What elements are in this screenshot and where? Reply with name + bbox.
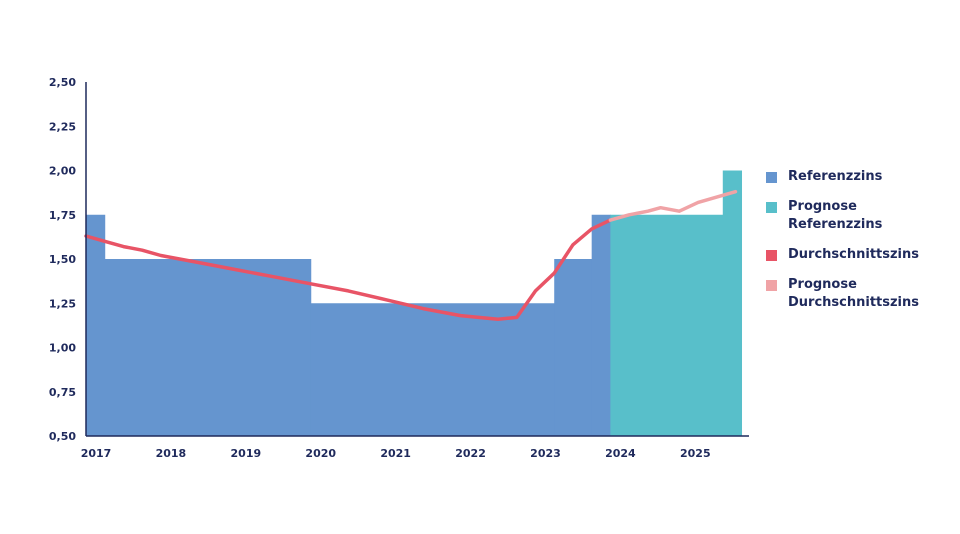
step-bar-0-4	[591, 214, 611, 436]
y-tick-label: 2,50	[49, 76, 76, 89]
step-bar-1-0	[610, 214, 724, 436]
line-series-2	[84, 218, 613, 321]
step-bar-1-1	[722, 170, 743, 436]
step-bar-0-0	[86, 214, 106, 436]
legend-item-referenzzins: Referenzzins	[766, 168, 956, 186]
y-tick-label: 0,75	[49, 386, 76, 399]
legend-swatch	[766, 250, 777, 261]
y-tick-label: 1,75	[49, 209, 76, 222]
axes-layer	[85, 82, 749, 437]
y-axis-ticks: 0,50 0,75 1,00 1,25 1,50 1,75 2,00 2,25 2,50	[49, 76, 76, 443]
x-tick-label: 2021	[380, 447, 411, 460]
step-bar-0-1	[104, 259, 312, 436]
legend-item-durchschnittszins: Durchschnittszins	[766, 246, 956, 264]
y-tick-label: 2,00	[49, 165, 76, 178]
y-tick-label: 1,00	[49, 342, 76, 355]
y-tick-label: 0,50	[49, 430, 76, 443]
bars-layer	[86, 170, 743, 436]
x-tick-label: 2018	[156, 447, 187, 460]
x-tick-label: 2017	[81, 447, 112, 460]
x-axis-ticks: 2017 2018 2019 2020 2021 2022 2023 2024 2025	[81, 447, 711, 460]
legend-label: Referenzzins	[788, 169, 883, 184]
legend-swatch	[766, 202, 777, 213]
x-tick-label: 2022	[455, 447, 486, 460]
line-series-3	[608, 189, 738, 222]
step-bar-0-3	[554, 259, 593, 436]
x-tick-label: 2019	[231, 447, 262, 460]
legend-label: Prognose Referenzzins	[788, 199, 883, 232]
step-bar-0-2	[310, 303, 555, 436]
x-tick-label: 2025	[680, 447, 711, 460]
y-tick-label: 1,25	[49, 297, 76, 310]
x-tick-label: 2020	[305, 447, 336, 460]
legend-label: Prognose Durchschnittszins	[788, 277, 920, 310]
lines-layer	[84, 189, 738, 321]
legend-swatch	[766, 172, 777, 183]
x-tick-label: 2024	[605, 447, 636, 460]
x-tick-label: 2023	[530, 447, 561, 460]
y-tick-label: 1,50	[49, 253, 76, 266]
y-tick-label: 2,25	[49, 120, 76, 133]
legend: Referenzzins Prognose Referenzzins Durch…	[766, 168, 956, 324]
legend-item-prognose-referenzzins: Prognose Referenzzins	[766, 198, 956, 234]
legend-swatch	[766, 280, 777, 291]
legend-label: Durchschnittszins	[788, 247, 920, 262]
legend-item-prognose-durchschnittszins: Prognose Durchschnittszins	[766, 276, 956, 312]
